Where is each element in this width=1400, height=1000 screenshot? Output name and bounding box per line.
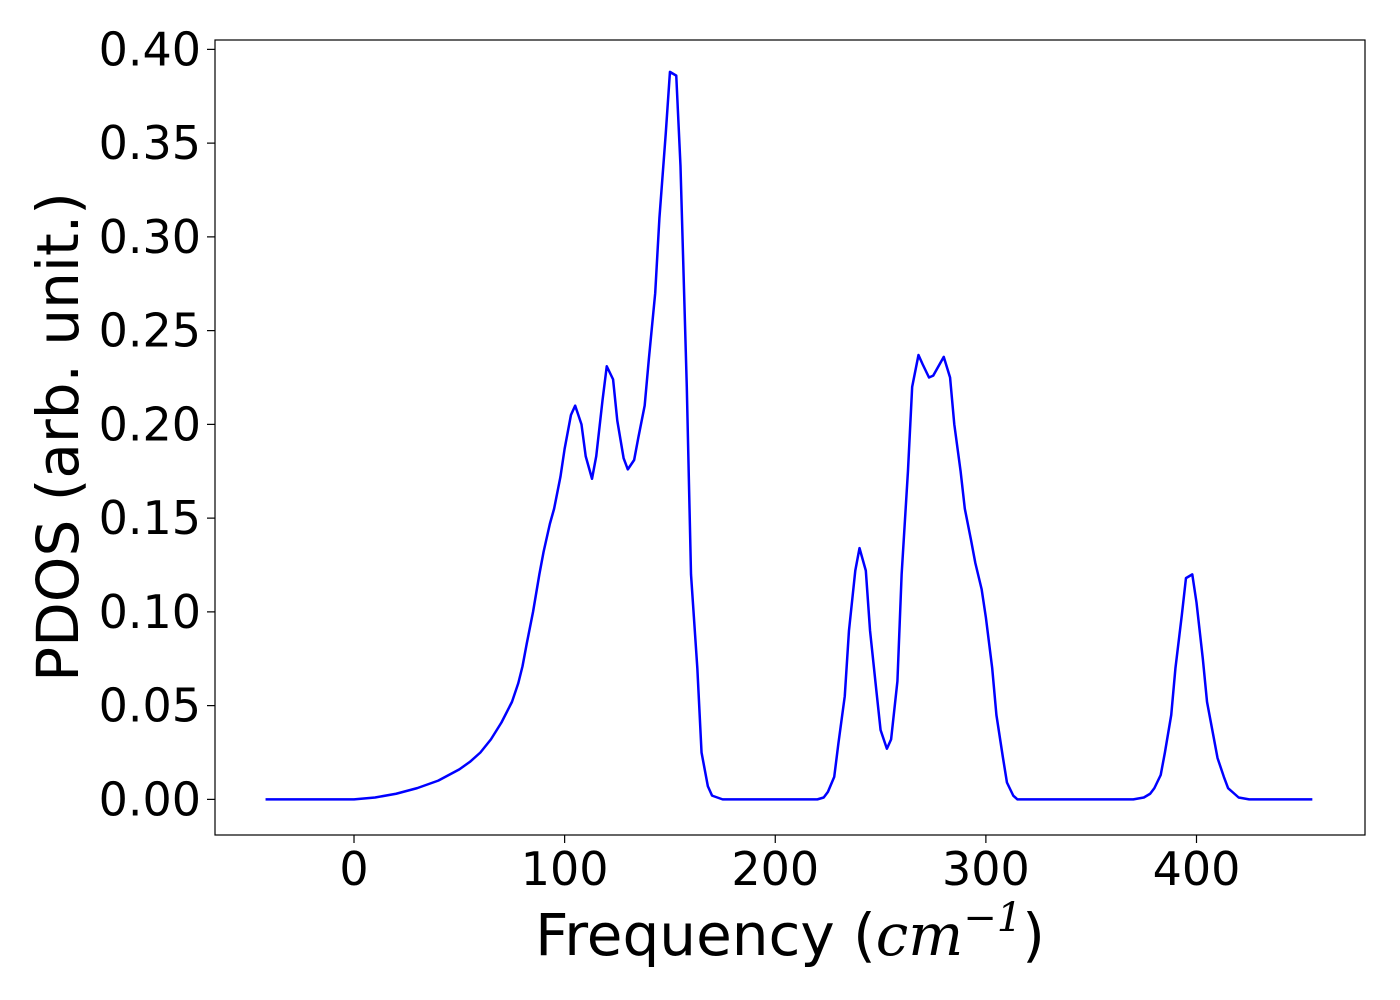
x-axis: 0 100 200 300 400 xyxy=(339,835,1240,896)
y-tick-label: 0.20 xyxy=(99,397,201,451)
x-tick-label: 0 xyxy=(339,842,368,896)
plot-frame xyxy=(214,39,1366,836)
plot-background xyxy=(215,40,1365,835)
y-tick-label: 0.00 xyxy=(99,772,201,826)
series-line-0 xyxy=(265,70,1313,801)
y-axis-title: PDOS (arb. unit.) xyxy=(24,192,92,682)
y-tick-label: 0.40 xyxy=(99,22,201,76)
y-tick-label: 0.35 xyxy=(99,116,201,170)
y-tick-label: 0.05 xyxy=(99,679,201,733)
x-axis-title: Frequency (cm−1) xyxy=(535,895,1045,969)
y-tick-label: 0.15 xyxy=(99,491,201,545)
series-layer xyxy=(265,70,1313,801)
x-tick-label: 200 xyxy=(731,842,819,896)
x-tick-label: 300 xyxy=(942,842,1030,896)
y-axis: 0.00 0.05 0.10 0.15 0.20 0.25 0.30 0.35 0.40 xyxy=(99,22,215,826)
x-tick-label: 400 xyxy=(1153,842,1241,896)
x-tick-label: 100 xyxy=(521,842,609,896)
y-tick-label: 0.10 xyxy=(99,585,201,639)
y-tick-label: 0.30 xyxy=(99,210,201,264)
y-tick-label: 0.25 xyxy=(99,304,201,358)
